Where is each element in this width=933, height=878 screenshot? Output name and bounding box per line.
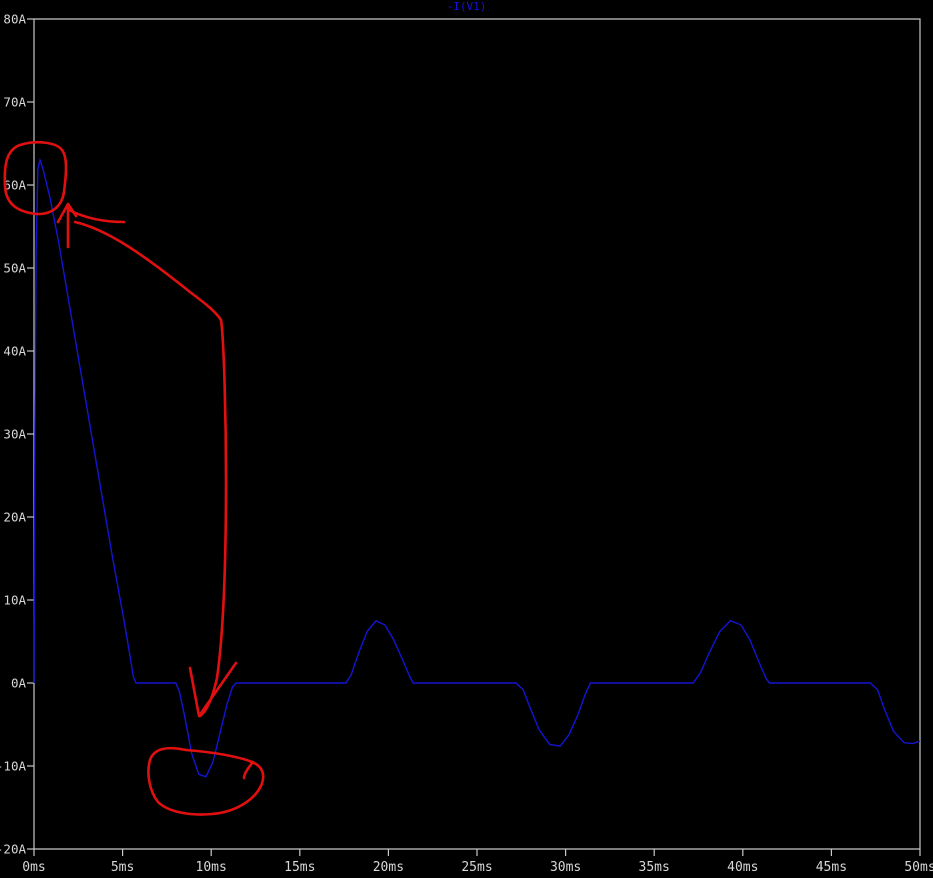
y-tick-label: 70A xyxy=(3,95,26,110)
y-tick-label: 0A xyxy=(11,676,27,691)
negative-dip-circle-annotation xyxy=(147,746,265,816)
y-tick-label: 30A xyxy=(3,427,26,442)
x-tick-label: 40ms xyxy=(727,860,758,875)
dip-arrowhead-annotation xyxy=(188,661,238,718)
x-tick-label: 15ms xyxy=(284,860,315,875)
x-tick-label: 50ms xyxy=(904,860,933,875)
plot-frame xyxy=(33,18,921,850)
dip-arrow-shaft-annotation xyxy=(73,220,228,718)
x-axis-ticks: 0ms 5ms 10ms 15ms 20ms 25ms 30ms 35ms 40ms 45ms 50… xyxy=(22,849,933,875)
y-tick-label: 50A xyxy=(3,261,26,276)
x-tick-label: 0ms xyxy=(22,860,45,875)
x-tick-label: 45ms xyxy=(816,860,847,875)
x-tick-label: 5ms xyxy=(111,860,134,875)
y-axis-ticks: -20A -10A 0A 10A 20A 30A 40A 50A 60A 70A 80A xyxy=(0,12,34,857)
plot-title[interactable]: -I(V1) xyxy=(446,0,487,13)
y-tick-label: 60A xyxy=(3,178,26,193)
x-tick-label: 25ms xyxy=(461,860,492,875)
y-tick-label: 40A xyxy=(3,344,26,359)
trace-i-v1[interactable] xyxy=(33,157,921,778)
y-tick-label: 20A xyxy=(3,510,26,525)
x-tick-label: 30ms xyxy=(550,860,581,875)
x-tick-label: 35ms xyxy=(639,860,670,875)
negative-dip-circle-tail-annotation xyxy=(242,760,255,780)
x-tick-label: 10ms xyxy=(196,860,227,875)
y-tick-label: -20A xyxy=(0,842,26,857)
peak-current-circle-annotation xyxy=(3,140,68,216)
y-tick-label: 10A xyxy=(3,593,26,608)
y-tick-label: 80A xyxy=(3,12,26,27)
y-tick-label: -10A xyxy=(0,759,26,774)
peak-arrow-tail-annotation xyxy=(67,208,126,224)
x-tick-label: 20ms xyxy=(373,860,404,875)
